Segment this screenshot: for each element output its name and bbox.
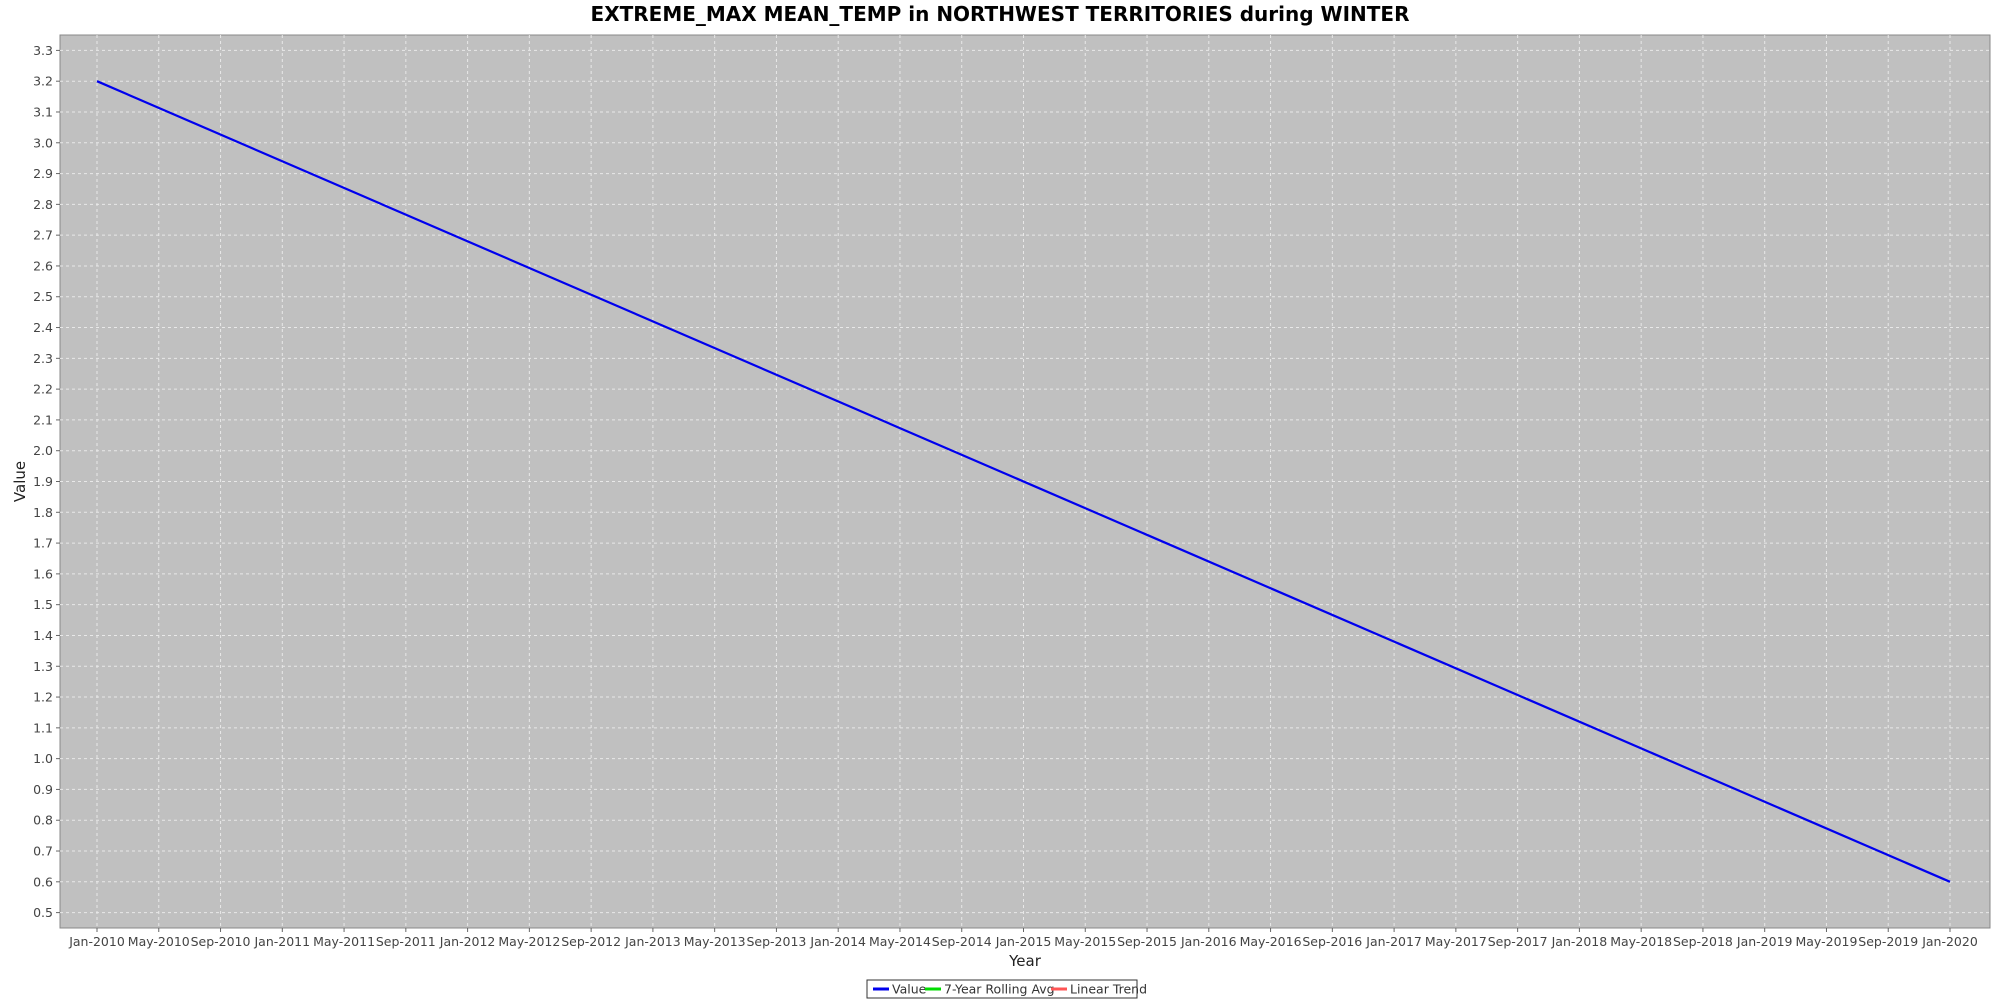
y-tick-label: 3.3 (33, 43, 53, 58)
y-axis-ticks: 0.5 0.6 0.7 0.8 0.9 1.0 1.1 1.2 1.3 1.4 1.5 1.6 1.7 1… (33, 43, 60, 920)
y-tick-label: 3.2 (33, 74, 53, 89)
y-tick-label: 2.5 (33, 289, 53, 304)
x-tick-label: Jan-2012 (439, 934, 496, 949)
x-tick-label: May-2015 (1054, 934, 1116, 949)
series-line (96, 80, 1951, 883)
legend-box (866, 979, 1138, 999)
y-tick-label: 2.0 (33, 443, 53, 458)
x-axis-ticks: Jan-2010 May-2010 Sep-2010 Jan-2011 May-2011… (68, 928, 1978, 949)
x-tick-label: Sep-2012 (561, 934, 621, 949)
x-tick-label: Sep-2018 (1673, 934, 1733, 949)
x-tick-label: May-2014 (869, 934, 931, 949)
y-tick-label: 1.7 (33, 536, 53, 551)
x-tick-label: Jan-2015 (995, 934, 1052, 949)
x-tick-label: Jan-2014 (809, 934, 866, 949)
grid-lines (60, 35, 1990, 928)
legend-label: Linear Trend (1070, 982, 1147, 997)
y-tick-label: 2.4 (33, 320, 53, 335)
y-tick-label: 0.8 (33, 813, 53, 828)
y-tick-label: 3.0 (33, 135, 53, 150)
x-tick-label: Jan-2017 (1365, 934, 1422, 949)
x-tick-label: Sep-2019 (1858, 934, 1918, 949)
y-tick-label: 1.6 (33, 566, 53, 581)
y-tick-label: 1.5 (33, 597, 53, 612)
legend-label: 7-Year Rolling Avg (944, 982, 1055, 997)
y-tick-label: 2.8 (33, 197, 53, 212)
x-tick-label: Sep-2013 (746, 934, 806, 949)
x-tick-label: Sep-2017 (1488, 934, 1548, 949)
x-axis-label: Year (1008, 952, 1042, 970)
x-tick-label: Jan-2019 (1736, 934, 1793, 949)
y-tick-label: 2.2 (33, 382, 53, 397)
y-tick-label: 1.4 (33, 628, 53, 643)
x-tick-label: Jan-2011 (254, 934, 311, 949)
y-tick-label: 1.1 (33, 720, 53, 735)
y-axis-label: Value (11, 461, 29, 502)
legend-label: Value (892, 982, 927, 997)
x-tick-label: Sep-2016 (1302, 934, 1362, 949)
series-layer (96, 80, 1951, 883)
y-tick-label: 0.7 (33, 844, 53, 859)
y-tick-label: 1.2 (33, 690, 53, 705)
x-tick-label: May-2017 (1425, 934, 1487, 949)
y-tick-label: 1.0 (33, 751, 53, 766)
x-tick-label: Jan-2013 (624, 934, 681, 949)
x-tick-label: May-2016 (1240, 934, 1302, 949)
x-tick-label: May-2013 (684, 934, 746, 949)
y-tick-label: 1.9 (33, 474, 53, 489)
y-tick-label: 1.3 (33, 659, 53, 674)
y-tick-label: 1.8 (33, 505, 53, 520)
x-tick-label: Sep-2014 (932, 934, 992, 949)
x-tick-label: Sep-2010 (191, 934, 251, 949)
x-tick-label: May-2010 (128, 934, 190, 949)
y-tick-label: 3.1 (33, 104, 53, 119)
x-tick-label: Sep-2011 (376, 934, 436, 949)
y-tick-label: 0.6 (33, 874, 53, 889)
x-tick-label: May-2011 (313, 934, 375, 949)
y-tick-label: 0.5 (33, 905, 53, 920)
x-tick-label: Sep-2015 (1117, 934, 1177, 949)
y-tick-label: 2.9 (33, 166, 53, 181)
x-tick-label: Jan-2010 (68, 934, 125, 949)
chart-title: EXTREME_MAX MEAN_TEMP in NORTHWEST TERRI… (591, 2, 1410, 26)
legend: Value 7-Year Rolling Avg Linear Trend (866, 979, 1147, 999)
x-tick-label: May-2019 (1795, 934, 1857, 949)
x-tick-label: Jan-2018 (1551, 934, 1608, 949)
x-tick-label: Jan-2020 (1921, 934, 1978, 949)
x-tick-label: Jan-2016 (1180, 934, 1237, 949)
y-tick-label: 0.9 (33, 782, 53, 797)
y-tick-label: 2.3 (33, 351, 53, 366)
y-tick-label: 2.7 (33, 228, 53, 243)
x-tick-label: May-2012 (498, 934, 560, 949)
y-tick-label: 2.1 (33, 412, 53, 427)
y-tick-label: 2.6 (33, 258, 53, 273)
x-tick-label: May-2018 (1610, 934, 1672, 949)
